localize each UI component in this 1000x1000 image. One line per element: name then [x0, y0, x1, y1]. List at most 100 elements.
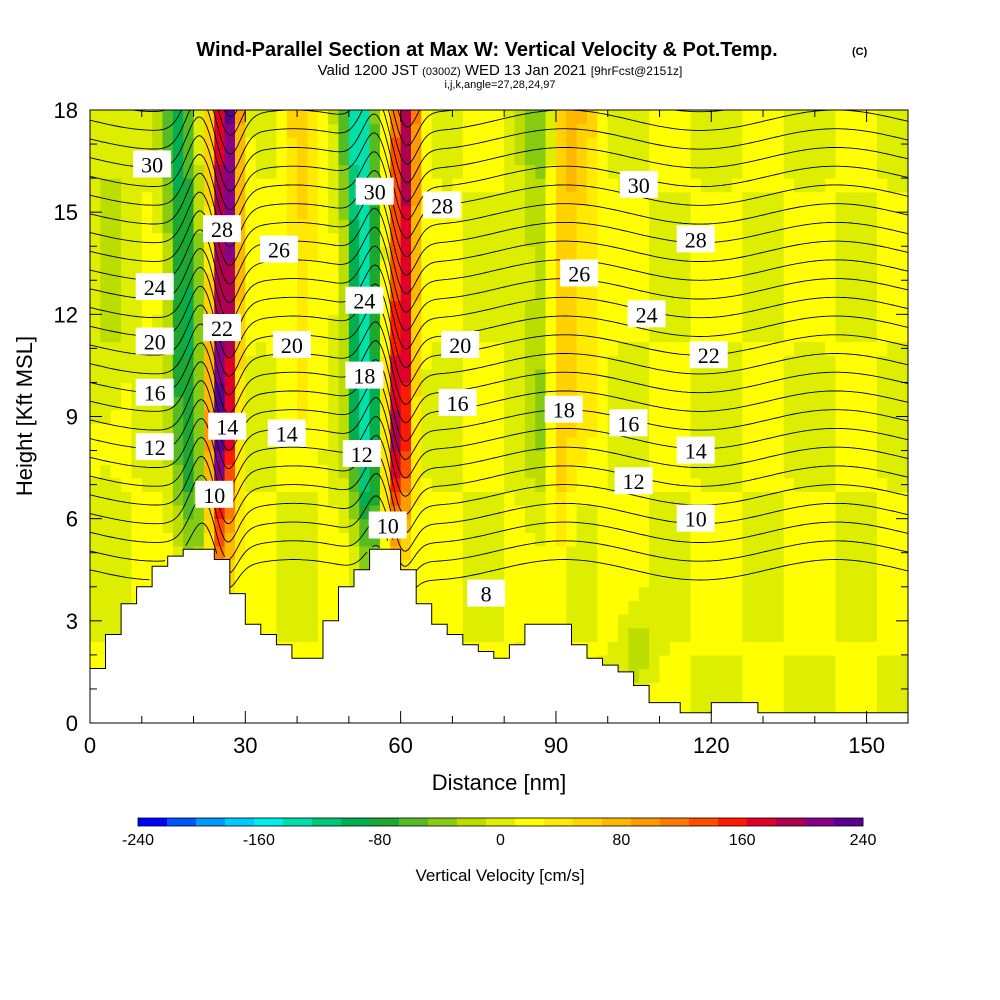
field-cell — [535, 246, 547, 261]
field-cell — [876, 191, 888, 206]
field-cell — [659, 641, 671, 656]
field-cell — [680, 627, 692, 642]
field-cell — [110, 532, 122, 547]
field-cell — [483, 423, 495, 438]
field-cell — [783, 368, 795, 384]
field-cell — [835, 273, 847, 288]
field-cell — [524, 423, 536, 438]
field-cell — [794, 559, 806, 574]
field-cell — [576, 110, 588, 125]
field-cell — [618, 205, 630, 220]
field-cell — [897, 314, 908, 329]
field-cell — [649, 409, 661, 424]
field-cell — [814, 191, 826, 206]
field-cell — [421, 123, 433, 138]
field-cell — [338, 559, 350, 574]
field-cell — [742, 641, 754, 656]
field-cell — [183, 110, 195, 125]
isentrope-label-box — [423, 191, 462, 219]
field-cell — [493, 518, 505, 533]
isentrope-label-box — [272, 331, 311, 358]
field-cell — [286, 450, 298, 465]
field-cell — [442, 232, 453, 247]
field-cell — [442, 505, 453, 520]
field-cell — [576, 246, 588, 261]
field-cell — [721, 518, 733, 533]
field-cell — [887, 614, 899, 629]
field-cell — [783, 191, 795, 206]
field-cell — [814, 123, 826, 138]
field-cell — [576, 450, 588, 465]
field-cell — [266, 409, 277, 424]
field-cell — [442, 178, 453, 193]
field-cell — [442, 164, 453, 179]
field-cell — [773, 327, 785, 343]
field-cell — [711, 614, 723, 629]
field-cell — [638, 382, 650, 397]
isentrope-label-box — [627, 300, 666, 328]
field-cell — [514, 110, 526, 125]
field-cell — [711, 545, 723, 561]
field-cell — [669, 518, 681, 533]
field-cell — [897, 327, 908, 343]
field-cell — [887, 450, 899, 465]
field-cell — [649, 232, 661, 247]
field-cell — [421, 341, 433, 356]
field-cell — [587, 409, 598, 424]
field-cell — [649, 491, 661, 506]
field-cell — [825, 150, 837, 166]
field-cell — [566, 287, 578, 302]
field-cell — [545, 218, 557, 234]
field-cell — [607, 205, 619, 220]
field-cell — [172, 232, 184, 247]
field-cell — [100, 137, 112, 152]
field-cell — [856, 600, 868, 615]
field-cell — [876, 300, 888, 315]
field-cell — [659, 327, 671, 343]
field-cell — [390, 355, 402, 370]
isentrope-label: 12 — [614, 467, 653, 495]
field-cell — [773, 559, 785, 574]
field-cell — [649, 668, 661, 683]
field-cell — [193, 205, 205, 220]
field-cell — [825, 641, 837, 656]
field-cell — [131, 218, 143, 234]
field-cell — [121, 287, 133, 302]
field-cell — [897, 464, 908, 479]
field-cell — [245, 464, 257, 479]
isentrope-label-box — [135, 327, 174, 355]
field-cell — [856, 668, 868, 683]
field-cell — [711, 477, 723, 493]
field-cell — [504, 341, 516, 356]
field-cell — [680, 368, 692, 384]
field-cell — [483, 191, 495, 206]
field-cell — [856, 314, 868, 329]
field-cell — [297, 232, 309, 247]
field-cell — [731, 505, 743, 520]
field-cell — [752, 641, 764, 656]
field-cell — [680, 614, 692, 629]
field-cell — [359, 110, 371, 125]
field-cell — [255, 355, 267, 370]
field-cell — [224, 259, 236, 275]
field-cell — [628, 573, 640, 588]
field-cell — [234, 137, 246, 152]
field-cell — [752, 341, 764, 356]
field-cell — [783, 505, 795, 520]
field-cell — [452, 300, 464, 315]
isentrope-label: 16 — [135, 378, 174, 406]
field-cell — [876, 518, 888, 533]
field-cell — [297, 450, 309, 465]
field-cell — [504, 505, 516, 520]
field-cell — [628, 205, 640, 220]
field-cell — [638, 150, 650, 166]
field-cell — [462, 110, 474, 125]
field-cell — [638, 545, 650, 561]
field-cell — [680, 573, 692, 588]
field-cell — [897, 382, 908, 397]
field-cell — [245, 273, 257, 288]
field-cell — [607, 110, 619, 125]
field-cell — [234, 300, 246, 315]
field-cell — [887, 300, 899, 315]
field-cell — [442, 314, 453, 329]
